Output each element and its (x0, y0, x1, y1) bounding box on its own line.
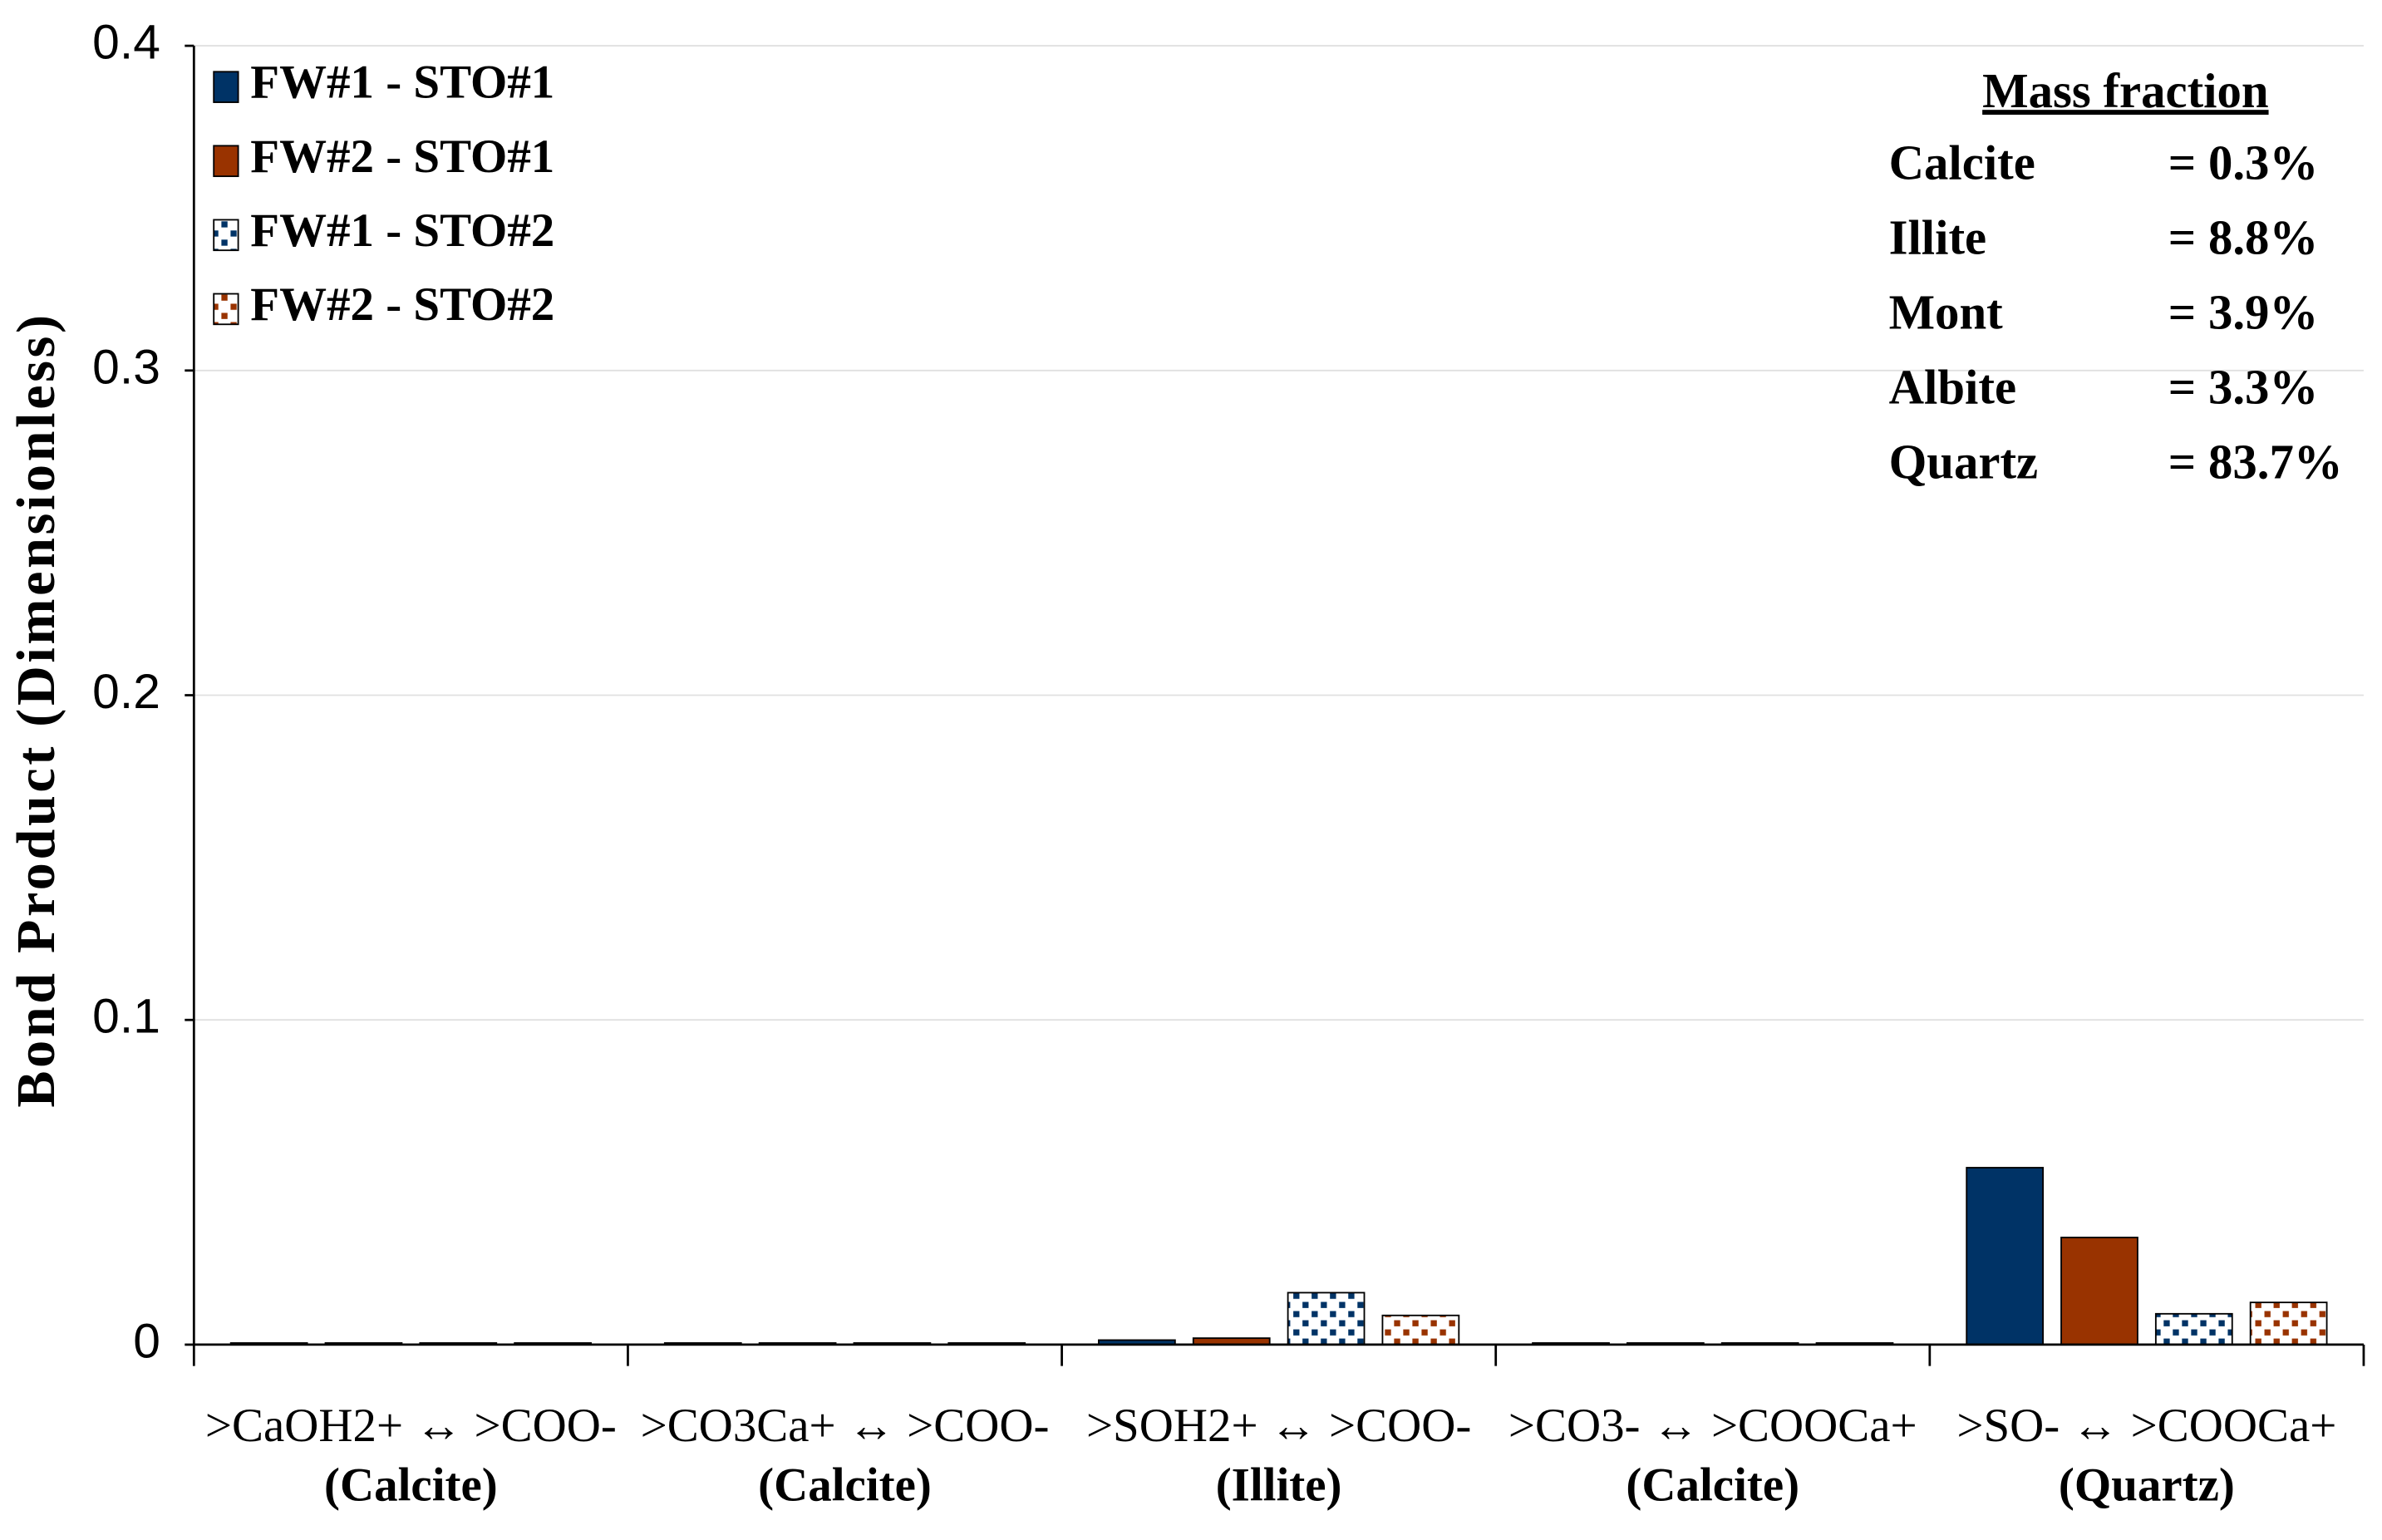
bar (1966, 1167, 2045, 1346)
y-tick-label: 0 (133, 1314, 160, 1368)
x-tick-note: (Calcite) (1626, 1459, 1799, 1511)
annotation-title: Mass fraction (1982, 64, 2268, 118)
annotation-fraction: = 8.8% (2168, 210, 2318, 264)
y-tick-label: 0.2 (92, 665, 160, 719)
x-tick-note: (Calcite) (324, 1459, 498, 1511)
legend-swatch (213, 145, 239, 178)
annotation-fraction: = 3.9% (2168, 285, 2318, 339)
annotation-mineral: Calcite (1889, 136, 2035, 190)
bar (1381, 1314, 1460, 1346)
legend-swatch (213, 71, 239, 103)
annotation-mineral: Albite (1889, 360, 2016, 414)
bar (1287, 1292, 1366, 1346)
x-tick-label: >SOH2+ ↔ >COO- (1086, 1400, 1471, 1452)
annotation-mineral: Quartz (1889, 435, 2039, 489)
y-tick-label: 0.1 (92, 990, 160, 1044)
legend-label: FW#1 - STO#1 (250, 57, 554, 109)
x-tick-note: (Illite) (1216, 1459, 1342, 1511)
bar (2060, 1237, 2138, 1346)
annotation-mineral: Mont (1889, 285, 2004, 339)
legend-label: FW#2 - STO#1 (250, 130, 554, 183)
x-tick-label: >CaOH2+ ↔ >COO- (205, 1400, 617, 1452)
legend-label: FW#1 - STO#2 (250, 204, 554, 257)
annotation-fraction: = 83.7% (2168, 435, 2343, 489)
x-tick-note: (Quartz) (2059, 1459, 2235, 1511)
x-tick-note: (Calcite) (758, 1459, 932, 1511)
legend-swatch (213, 293, 239, 326)
y-tick-label: 0.4 (92, 16, 160, 70)
legend-swatch (213, 219, 239, 252)
y-tick-label: 0.3 (92, 340, 160, 394)
annotation-fraction: = 3.3% (2168, 360, 2318, 414)
bar (2249, 1301, 2328, 1346)
bar (2154, 1312, 2233, 1346)
x-tick-label: >SO- ↔ >COOCa+ (1956, 1400, 2336, 1452)
annotation-mineral: Illite (1889, 210, 1987, 264)
x-tick-label: >CO3- ↔ >COOCa+ (1508, 1400, 1917, 1452)
x-tick-label: >CO3Ca+ ↔ >COO- (641, 1400, 1050, 1452)
legend-label: FW#2 - STO#2 (250, 278, 554, 331)
annotation-fraction: = 0.3% (2168, 136, 2318, 190)
y-axis-title: Bond Product (Dimensionless) (6, 312, 66, 1107)
